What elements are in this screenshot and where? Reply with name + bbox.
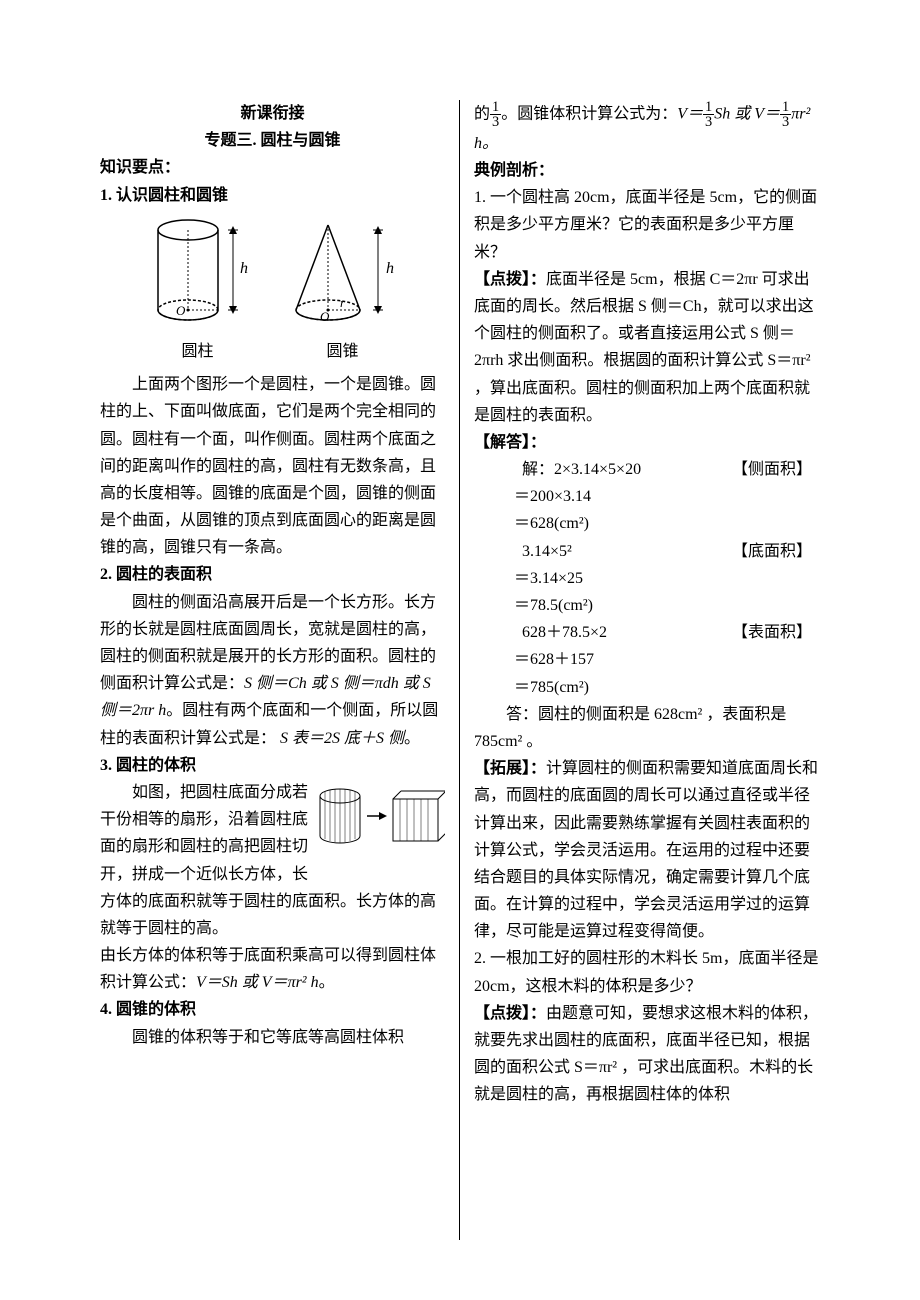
sol-l4: 3.14×5²	[522, 543, 572, 560]
left-column: 新课衔接 专题三. 圆柱与圆锥 知识要点： 1. 认识圆柱和圆锥 O	[90, 100, 460, 1240]
sol-line-5: ＝3.14×25	[474, 565, 820, 592]
examples-heading: 典例剖析：	[474, 157, 820, 184]
section-4-body: 圆锥的体积等于和它等底等高圆柱体积	[100, 1024, 445, 1051]
s3-text-b: 。	[319, 974, 335, 991]
ext-text: 计算圆柱的侧面积需要知道底面周长和高，而圆柱的底面圆的周长可以通过直径或半径计算…	[474, 760, 818, 940]
cylinder-diagram: O h 圆柱	[143, 215, 253, 365]
tag-7: 【表面积】	[732, 619, 812, 646]
tip2-label: 【点拨】：	[474, 1005, 546, 1022]
sol-line-3: ＝628(cm²)	[474, 510, 820, 537]
fraction-1-3-c: 13	[780, 100, 791, 130]
cylinder-icon: O h	[143, 215, 253, 325]
sol-line-4: 3.14×5² 【底面积】	[474, 538, 820, 565]
example-1-final: 答：圆柱的侧面积是 628cm² ，表面积是785cm² 。	[474, 701, 820, 755]
sol-line-2: ＝200×3.14	[474, 483, 820, 510]
svg-text:O: O	[176, 303, 186, 318]
section-3-body-2: 由长方体的体积等于底面积乘高可以得到圆柱体积计算公式：V＝Sh 或 V＝πr² …	[100, 942, 445, 996]
cone-diagram: O r h 圆锥	[283, 215, 403, 365]
section-2-body: 圆柱的侧面沿高展开后是一个长方形。长方形的长就是圆柱底面圆周长，宽就是圆柱的高，…	[100, 589, 445, 752]
sol-line-6: ＝78.5(cm²)	[474, 592, 820, 619]
example-1-extension: 【拓展】：计算圆柱的侧面积需要知道底面周长和高，而圆柱的底面圆的周长可以通过直径…	[474, 755, 820, 945]
s4-formula-a: V＝	[677, 106, 703, 123]
s4-cont-a: 的	[474, 106, 490, 123]
tip-text: 底面半径是 5cm，根据 C＝2πr 可求出底面的周长。然后根据 S 侧＝Ch，…	[474, 271, 814, 424]
section-2-title: 2. 圆柱的表面积	[100, 561, 445, 588]
section-4-cont: 的13。圆锥体积计算公式为：V＝13Sh 或 V＝13πr² h。	[474, 100, 820, 157]
fraction-1-3-b: 13	[703, 100, 714, 130]
sol-l1: 解：2×3.14×5×20	[522, 461, 641, 478]
svg-text:r: r	[340, 295, 346, 310]
answer-label: 【解答】：	[474, 429, 820, 456]
knowledge-heading: 知识要点：	[100, 154, 445, 181]
s4-cont-b: 。圆锥体积计算公式为：	[501, 106, 677, 123]
example-2-tip: 【点拨】：由题意可知，要想求这根木料的体积，就要先求出圆柱的底面积，底面半径已知…	[474, 1000, 820, 1109]
right-column: 的13。圆锥体积计算公式为：V＝13Sh 或 V＝13πr² h。 典例剖析： …	[460, 100, 830, 1240]
example-2-question: 2. 一根加工好的圆柱形的木料长 5m，底面半径是 20cm，这根木料的体积是多…	[474, 945, 820, 999]
cylinder-cut-icon	[315, 781, 445, 851]
s3-formula: V＝Sh 或 V＝πr² h	[196, 974, 319, 991]
fraction-1-3: 13	[490, 100, 501, 130]
page-title: 新课衔接	[100, 100, 445, 127]
s2-text-c: 。	[404, 730, 420, 747]
volume-diagram	[315, 781, 445, 860]
tip-label: 【点拨】：	[474, 271, 546, 288]
two-column-layout: 新课衔接 专题三. 圆柱与圆锥 知识要点： 1. 认识圆柱和圆锥 O	[90, 100, 830, 1240]
example-1-question: 1. 一个圆柱高 20cm，底面半径是 5cm，它的侧面积是多少平方厘米？它的表…	[474, 184, 820, 266]
shapes-diagram: O h 圆柱 O	[100, 215, 445, 365]
svg-text:h: h	[240, 260, 248, 277]
sol-l7: 628＋78.5×2	[522, 624, 607, 641]
tag-4: 【底面积】	[732, 538, 812, 565]
sol-line-9: ＝785(cm²)	[474, 674, 820, 701]
s2-formula-2: S 表＝2S 底＋S 侧	[276, 730, 404, 747]
svg-text:O: O	[320, 309, 330, 324]
section-4-title: 4. 圆锥的体积	[100, 996, 445, 1023]
tag-1: 【侧面积】	[732, 456, 812, 483]
section-1-title: 1. 认识圆柱和圆锥	[100, 182, 445, 209]
page-subtitle: 专题三. 圆柱与圆锥	[100, 127, 445, 154]
section-3-title: 3. 圆柱的体积	[100, 752, 445, 779]
cylinder-label: 圆柱	[143, 338, 253, 365]
s4-formula-b: Sh 或 V＝	[714, 106, 780, 123]
section-1-body: 上面两个图形一个是圆柱，一个是圆锥。圆柱的上、下面叫做底面，它们是两个完全相同的…	[100, 371, 445, 561]
cone-label: 圆锥	[283, 338, 403, 365]
sol-line-7: 628＋78.5×2 【表面积】	[474, 619, 820, 646]
sol-line-1: 解：2×3.14×5×20 【侧面积】	[474, 456, 820, 483]
sol-line-8: ＝628＋157	[474, 646, 820, 673]
cone-icon: O r h	[283, 215, 403, 325]
ext-label: 【拓展】：	[474, 760, 546, 777]
svg-text:h: h	[386, 260, 394, 277]
example-1-tip: 【点拨】：底面半径是 5cm，根据 C＝2πr 可求出底面的周长。然后根据 S …	[474, 266, 820, 429]
